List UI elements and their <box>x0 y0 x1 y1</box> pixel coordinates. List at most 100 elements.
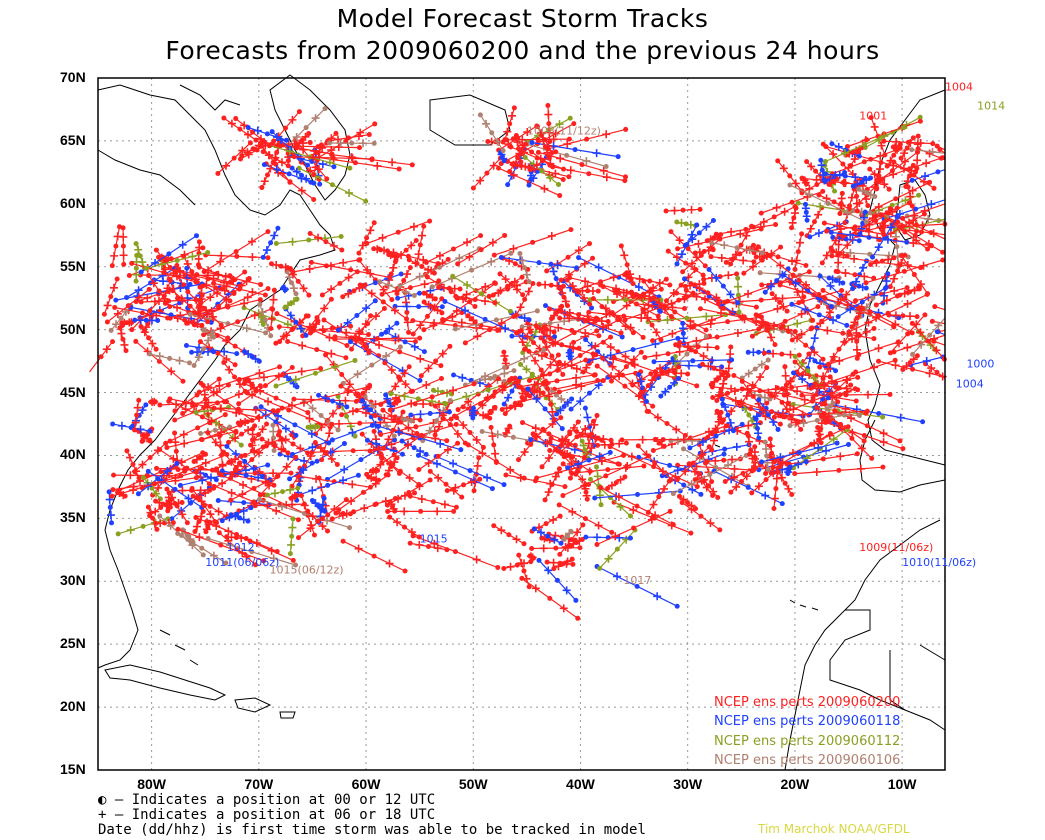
position-marker-synoptic <box>359 431 365 437</box>
position-marker-synoptic <box>212 427 218 433</box>
position-marker-synoptic <box>265 462 271 468</box>
position-marker-synoptic <box>753 254 759 260</box>
position-marker-synoptic <box>802 201 808 207</box>
position-marker-synoptic <box>280 371 286 377</box>
position-marker-synoptic <box>711 365 717 371</box>
position-marker-synoptic <box>362 282 368 288</box>
position-marker-synoptic <box>901 268 907 274</box>
position-marker-synoptic <box>557 513 563 519</box>
position-marker-synoptic <box>891 152 897 158</box>
position-marker-offhour <box>109 283 118 292</box>
position-marker-synoptic <box>282 125 288 131</box>
position-marker-synoptic <box>593 352 599 358</box>
position-marker-synoptic <box>780 323 786 329</box>
position-marker-synoptic <box>185 289 191 295</box>
position-marker-synoptic <box>820 287 826 293</box>
position-marker-synoptic <box>816 432 822 438</box>
position-marker-synoptic <box>684 500 690 506</box>
position-marker-synoptic <box>228 512 234 518</box>
position-marker-synoptic <box>219 286 225 292</box>
position-marker-synoptic <box>512 261 518 267</box>
position-marker-offhour <box>407 399 416 408</box>
position-marker-synoptic <box>593 315 599 321</box>
position-marker-synoptic <box>885 271 891 277</box>
position-marker-synoptic <box>329 421 335 427</box>
position-marker-synoptic <box>507 121 513 127</box>
position-marker-synoptic <box>560 283 566 289</box>
position-marker-offhour <box>432 459 441 468</box>
position-marker-synoptic <box>146 335 152 341</box>
position-marker-synoptic <box>184 265 190 271</box>
position-marker-synoptic <box>881 138 887 144</box>
position-marker-synoptic <box>318 413 324 419</box>
position-marker-synoptic <box>348 323 354 329</box>
position-marker-synoptic <box>781 272 787 278</box>
position-marker-synoptic <box>307 231 313 237</box>
position-marker-offhour <box>206 293 215 302</box>
position-marker-offhour <box>874 344 883 353</box>
position-marker-synoptic <box>657 308 663 314</box>
position-marker-synoptic <box>762 289 768 295</box>
position-marker-synoptic <box>395 295 401 301</box>
position-marker-synoptic <box>179 500 185 506</box>
position-marker-synoptic <box>828 304 834 310</box>
position-marker-synoptic <box>121 261 127 267</box>
position-marker-synoptic <box>843 392 849 398</box>
position-marker-synoptic <box>290 557 296 563</box>
position-marker-synoptic <box>476 455 482 461</box>
position-marker-synoptic <box>874 186 880 192</box>
position-marker-synoptic <box>174 262 180 268</box>
position-marker-offhour <box>574 246 583 255</box>
position-marker-offhour <box>649 500 658 509</box>
position-marker-synoptic <box>674 261 680 267</box>
position-marker-synoptic <box>200 382 206 388</box>
position-marker-offhour <box>547 231 556 240</box>
position-marker-synoptic <box>527 166 533 172</box>
position-marker-synoptic <box>511 368 517 374</box>
position-marker-synoptic <box>430 304 436 310</box>
position-marker-synoptic <box>611 354 617 360</box>
position-marker-synoptic <box>315 424 321 430</box>
position-marker-synoptic <box>622 317 628 323</box>
position-marker-synoptic <box>522 155 528 161</box>
position-marker-synoptic <box>709 384 715 390</box>
position-marker-synoptic <box>145 504 151 510</box>
north-america-coast <box>97 84 336 669</box>
position-marker-offhour <box>404 423 413 432</box>
position-marker-offhour <box>234 390 243 399</box>
position-marker-synoptic <box>317 181 323 187</box>
position-marker-offhour <box>344 289 353 298</box>
position-marker-synoptic <box>450 273 456 279</box>
position-marker-synoptic <box>397 419 403 425</box>
position-marker-synoptic <box>605 318 611 324</box>
position-marker-synoptic <box>216 530 222 536</box>
position-marker-synoptic <box>508 144 514 150</box>
position-marker-synoptic <box>257 492 263 498</box>
position-marker-offhour <box>597 317 606 326</box>
position-marker-synoptic <box>275 473 281 479</box>
position-marker-synoptic <box>156 288 162 294</box>
position-marker-synoptic <box>710 247 716 253</box>
position-marker-synoptic <box>715 495 721 501</box>
position-marker-synoptic <box>575 615 581 621</box>
position-marker-synoptic <box>514 562 520 568</box>
position-marker-offhour <box>430 319 439 328</box>
position-marker-offhour <box>720 241 729 250</box>
position-marker-synoptic <box>822 401 828 407</box>
position-marker-synoptic <box>564 152 570 158</box>
position-marker-offhour <box>260 177 269 186</box>
position-marker-synoptic <box>545 103 551 109</box>
position-marker-synoptic <box>713 428 719 434</box>
position-marker-synoptic <box>418 373 424 379</box>
position-marker-synoptic <box>195 425 201 431</box>
position-marker-offhour <box>221 272 230 281</box>
position-marker-synoptic <box>193 469 199 475</box>
position-marker-synoptic <box>485 387 491 393</box>
position-marker-synoptic <box>851 226 857 232</box>
position-marker-synoptic <box>436 264 442 270</box>
position-marker-offhour <box>609 273 618 282</box>
position-marker-synoptic <box>414 430 420 436</box>
position-marker-synoptic <box>598 485 604 491</box>
position-marker-synoptic <box>884 210 890 216</box>
position-marker-synoptic <box>676 493 682 499</box>
